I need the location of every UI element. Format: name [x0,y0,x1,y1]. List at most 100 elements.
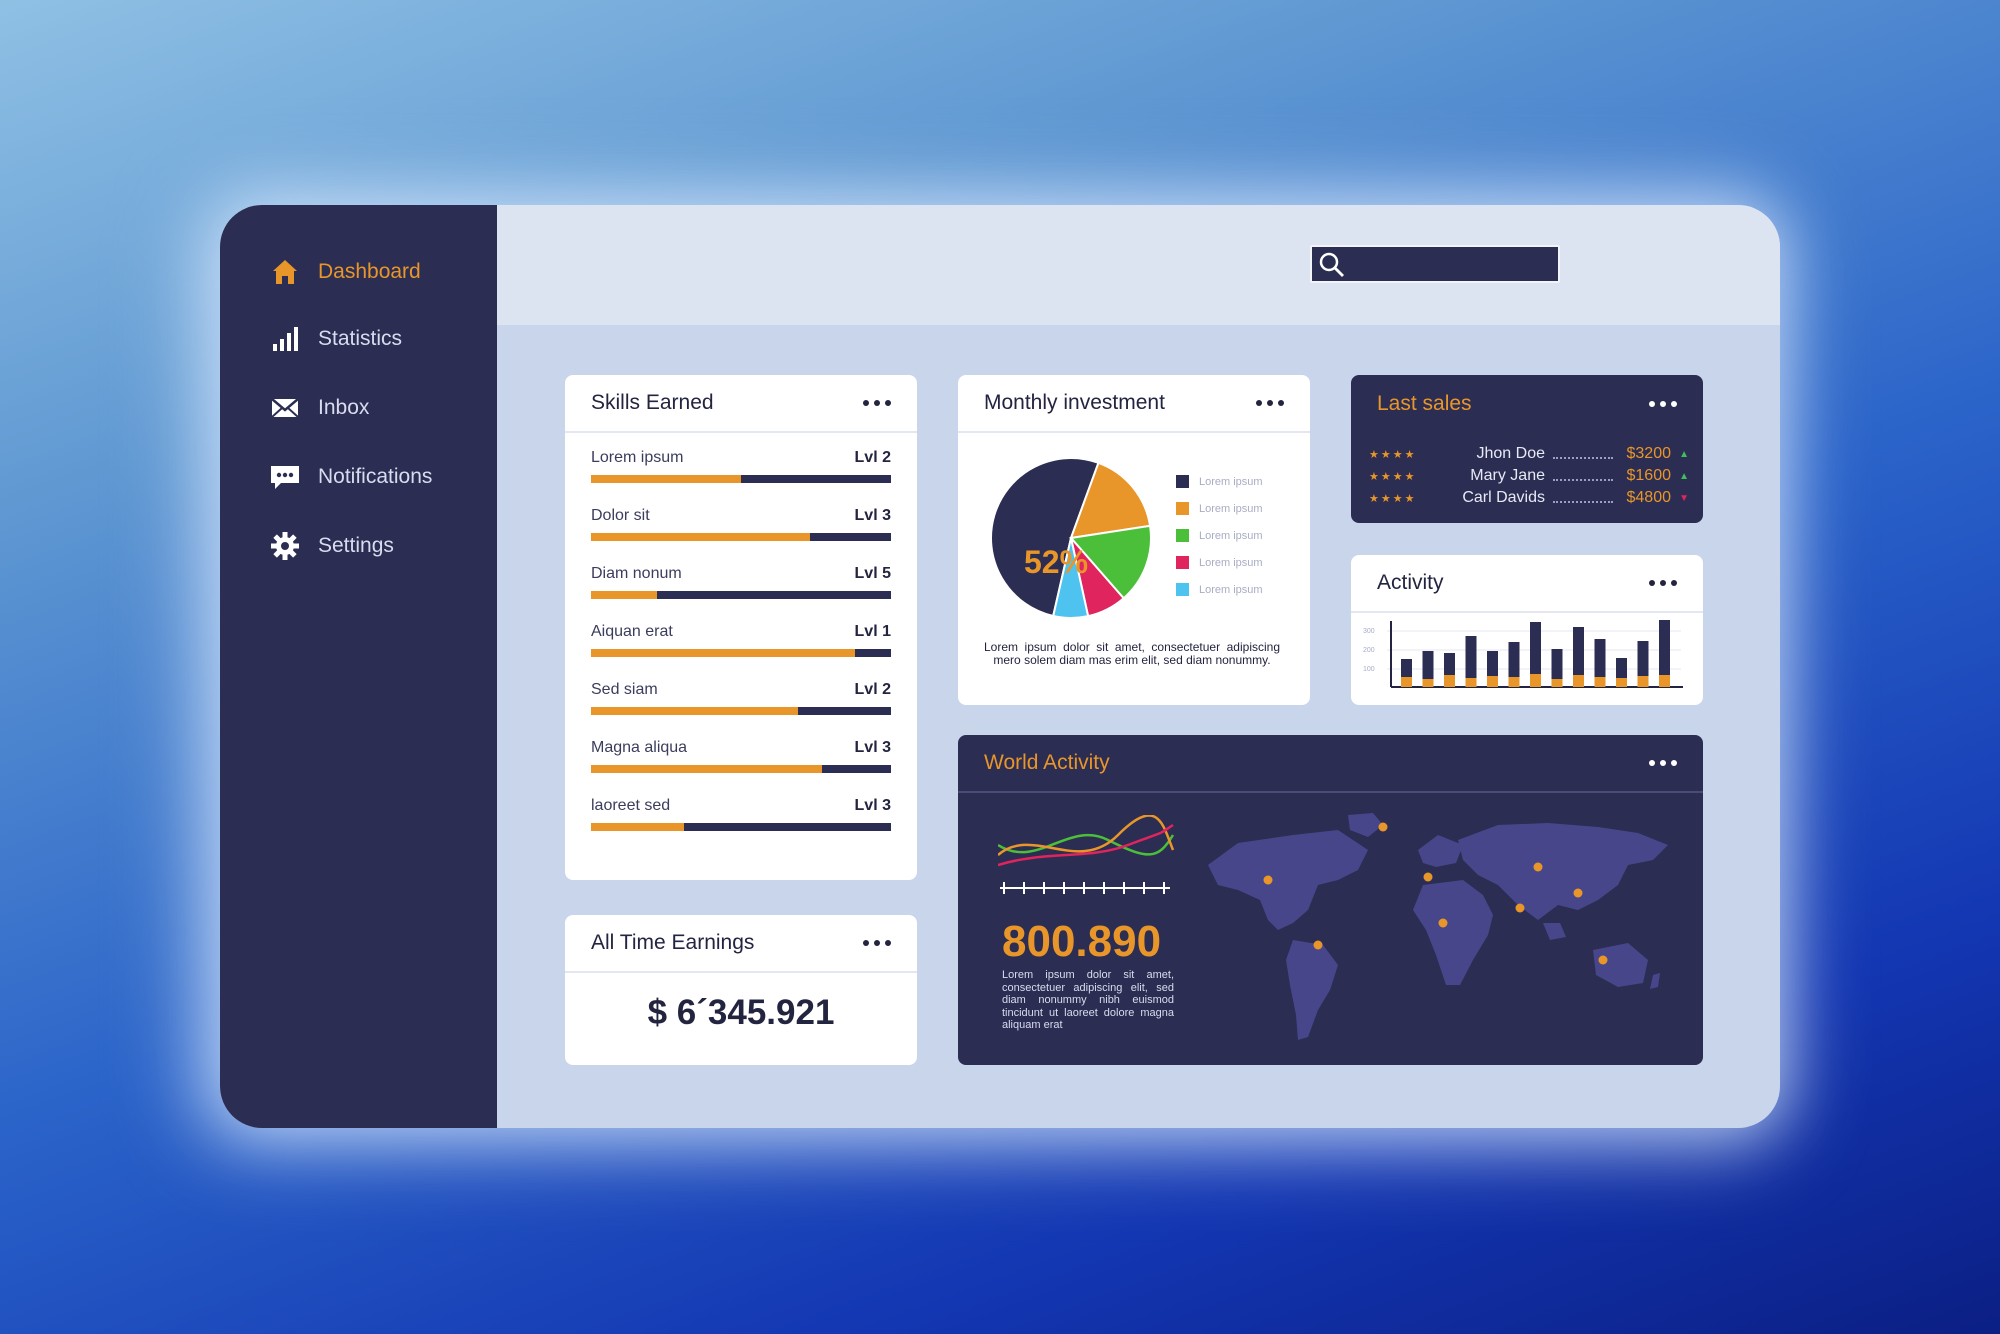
skill-label: Dolor sit [591,507,650,524]
activity-bar-base [1659,675,1670,687]
skill-progress-bar [591,591,891,599]
pie-slice [1069,524,1152,600]
activity-bar [1444,653,1455,675]
skills-card-header: Skills Earned [565,375,917,433]
sidebar-item-statistics[interactable]: Statistics [270,324,402,354]
sidebar-item-settings[interactable]: Settings [270,531,394,561]
sale-row[interactable]: ★★★★ Jhon Doe $3200 ▲ [1369,445,1689,463]
skills-card: Skills Earned Lorem ipsum Lvl 2 Dolor sit L… [565,375,917,880]
world-activity-description: Lorem ipsum dolor sit amet, consectetuer… [1002,969,1174,1031]
skill-progress-fill [591,765,822,773]
skill-label: Lorem ipsum [591,449,684,466]
investment-card-header: Monthly investment [958,375,1310,433]
activity-bar-base [1508,677,1520,687]
search-icon [1318,251,1346,284]
activity-bar-base [1530,674,1541,687]
skill-progress-bar [591,475,891,483]
skill-row: Aiquan erat Lvl 1 [591,623,891,641]
legend-label: Lorem ipsum [1199,529,1263,542]
activity-bar [1573,627,1584,675]
more-options-icon[interactable] [863,934,891,952]
card-title: Monthly investment [984,391,1165,414]
sidebar-item-dashboard[interactable]: Dashboard [270,257,421,287]
pie-slice [1052,537,1090,619]
card-title: All Time Earnings [591,931,755,954]
skill-item: Dolor sit Lvl 3 [591,507,891,541]
skill-row: Lorem ipsum Lvl 2 [591,449,891,467]
investment-card: Monthly investment 52% Lorem ipsum Lorem … [958,375,1310,705]
activity-bar [1659,620,1670,675]
skill-item: Sed siam Lvl 2 [591,681,891,715]
top-bar [497,205,1780,325]
skill-progress-bar [591,707,891,715]
skill-row: laoreet sed Lvl 3 [591,797,891,815]
more-options-icon[interactable] [1649,395,1677,413]
sale-row[interactable]: ★★★★ Mary Jane $1600 ▲ [1369,467,1689,485]
sidebar-item-label: Statistics [318,327,403,350]
sidebar-item-label: Dashboard [318,260,421,283]
sale-customer-name: Carl Davids [1462,489,1545,506]
earnings-card: All Time Earnings $ 6´345.921 [565,915,917,1065]
legend-item: Lorem ipsum [1176,475,1263,488]
sidebar-item-inbox[interactable]: Inbox [270,393,369,423]
skill-progress-fill [591,533,810,541]
sidebar-item-notifications[interactable]: Notifications [270,462,432,492]
activity-bar [1465,636,1477,678]
sale-amount: $1600 [1626,467,1672,484]
legend-label: Lorem ipsum [1199,475,1263,488]
sale-amount: $3200 [1626,445,1672,462]
chat-bubble-icon [270,462,300,492]
skill-level: Lvl 3 [854,797,891,814]
activity-card: Activity 300 200 100 [1351,555,1703,705]
rating-stars: ★★★★ [1369,448,1417,461]
activity-bar-base [1551,679,1563,687]
skill-label: Magna aliqua [591,739,688,756]
activity-bar-base [1616,678,1627,687]
world-map [1208,813,1668,1040]
home-icon [270,257,300,287]
dashboard-window: Dashboard Statistics Inbox Notifications [220,205,1780,1128]
skill-level: Lvl 2 [854,681,891,698]
dotted-leader [1553,471,1613,481]
skill-level: Lvl 3 [854,507,891,524]
activity-bar [1487,651,1498,676]
y-tick-label: 100 [1363,666,1375,673]
trend-arrow-icon: ▲ [1679,470,1689,482]
skill-level: Lvl 2 [854,449,891,466]
search-input[interactable] [1352,251,1552,277]
rating-stars: ★★★★ [1369,492,1417,505]
dotted-leader [1553,493,1613,503]
skill-row: Sed siam Lvl 2 [591,681,891,699]
activity-bar-base [1444,675,1455,687]
more-options-icon[interactable] [1649,574,1677,592]
search-box[interactable] [1310,245,1560,283]
card-title: World Activity [984,751,1110,774]
sale-amount: $4800 [1626,489,1672,506]
activity-bar-base [1637,676,1649,687]
envelope-icon [270,393,300,423]
rating-stars: ★★★★ [1369,470,1417,483]
activity-bar [1594,639,1606,677]
world-activity-card-header: World Activity [958,735,1703,793]
legend-item: Lorem ipsum [1176,556,1263,569]
legend-swatch [1176,583,1189,596]
more-options-icon[interactable] [863,394,891,412]
activity-bar [1422,651,1434,679]
pie-slice [1069,461,1152,540]
more-options-icon[interactable] [1649,754,1677,772]
legend-item: Lorem ipsum [1176,502,1263,515]
skill-progress-bar [591,649,891,657]
y-tick-label: 200 [1363,647,1375,654]
legend-item: Lorem ipsum [1176,583,1263,596]
legend-swatch [1176,529,1189,542]
activity-bar-base [1594,677,1606,687]
sale-row[interactable]: ★★★★ Carl Davids $4800 ▼ [1369,489,1689,507]
skill-progress-fill [591,823,684,831]
activity-bar [1616,658,1627,678]
legend-item: Lorem ipsum [1176,529,1263,542]
activity-bar-chart: 300 200 100 [1363,620,1683,688]
skill-row: Diam nonum Lvl 5 [591,565,891,583]
more-options-icon[interactable] [1256,394,1284,412]
skill-label: Sed siam [591,681,658,698]
card-title: Last sales [1377,392,1472,415]
